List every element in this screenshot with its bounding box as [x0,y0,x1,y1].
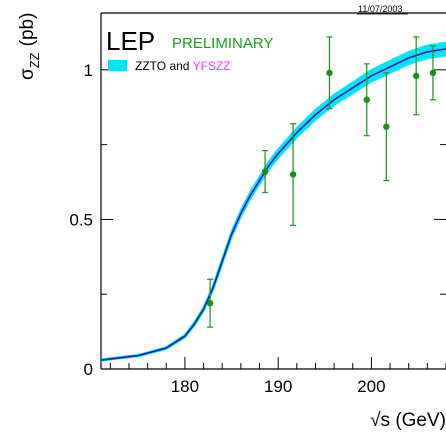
y-tick-label: 1 [84,61,93,80]
x-tick-label: 200 [357,377,385,396]
data-marker [261,168,269,175]
legend-label-part1: ZZTO [135,59,166,73]
y-tick-label: 0 [84,360,93,379]
x-tick-label: 180 [171,377,199,396]
theory-curve-line [101,48,446,361]
data-points [206,36,437,328]
y-axis-symbol: σ [17,68,38,80]
data-marker [289,171,297,178]
legend-label: ZZTO and YFSZZ [135,59,231,73]
data-point [412,36,420,116]
y-tick-labels: 00.51 [69,61,93,379]
data-point [206,278,214,328]
data-point [383,72,390,182]
data-marker [383,123,390,130]
data-marker [412,72,420,80]
data-point [363,63,370,137]
data-point [261,150,269,194]
legend: ZZTO and YFSZZ [108,59,231,73]
data-point [289,123,297,227]
x-tick-label: 190 [264,377,292,396]
data-point [326,36,333,110]
chart-title: LEP [106,26,155,56]
legend-label-part2: YFSZZ [193,59,231,73]
y-axis-unit: (pb) [17,13,38,47]
data-point [429,45,437,101]
data-marker [429,69,437,77]
legend-label-and: and [169,59,189,73]
axis-ticks [101,69,446,370]
x-axis-title: √s (GeV) [370,410,446,431]
theory-uncertainty-band [101,41,446,362]
chart-subtitle: PRELIMINARY [172,35,273,52]
data-marker [363,96,370,103]
x-tick-labels: 180 190 200 [171,377,386,396]
data-marker [326,69,333,77]
y-axis-subscript: ZZ [27,52,42,68]
date-stamp: 11/07/2003 [358,4,402,14]
y-axis-title: σZZ (pb) [17,13,42,80]
legend-swatch [108,60,127,71]
data-marker [206,299,214,307]
y-tick-label: 0.5 [69,210,93,229]
